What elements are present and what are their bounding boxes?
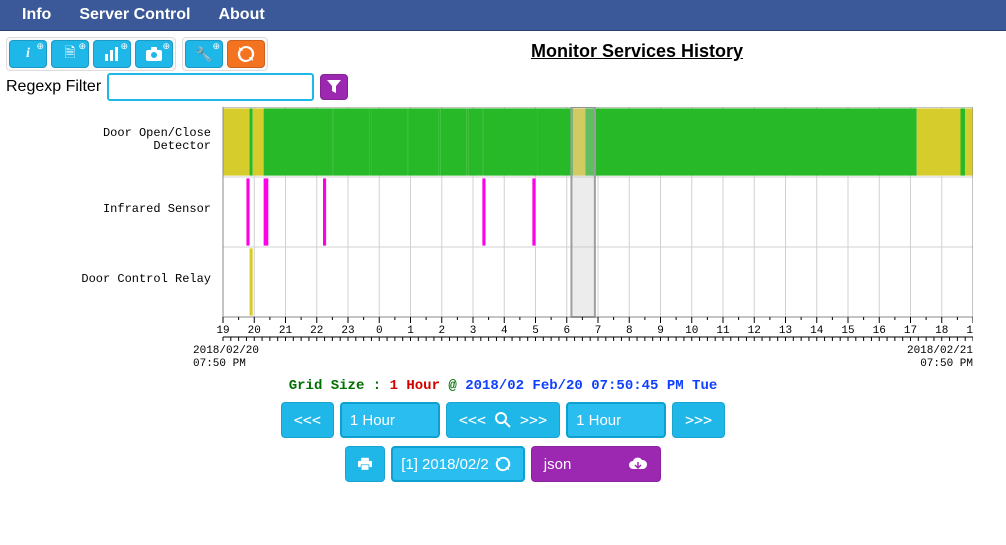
file-select-label: [1] 2018/02/2	[401, 456, 489, 473]
svg-text:20: 20	[248, 325, 261, 337]
filter-label: Regexp Filter	[6, 78, 101, 96]
svg-text:Door Open/Close: Door Open/Close	[103, 126, 211, 140]
export-button[interactable]: json	[531, 446, 661, 482]
svg-text:07:50 PM: 07:50 PM	[920, 358, 973, 370]
svg-text:7: 7	[595, 325, 602, 337]
btn-group-1: i ⊕ 🗎 ⊕ ⊕ ⊕	[6, 37, 176, 71]
svg-text:18: 18	[935, 325, 948, 337]
svg-text:6: 6	[563, 325, 570, 337]
grid-size-value: 1 Hour	[390, 378, 440, 394]
chart-svg: Door Open/CloseDetector Infrared Sensor Do…	[33, 107, 973, 377]
svg-text:11: 11	[716, 325, 730, 337]
svg-text:22: 22	[310, 325, 323, 337]
svg-text:1: 1	[407, 325, 414, 337]
settings-button[interactable]: 🔧 ⊕	[185, 40, 223, 68]
zoom-prev-icon: <<<	[459, 411, 495, 429]
nav-info[interactable]: Info	[8, 4, 65, 26]
grid-size-at: @	[440, 378, 465, 394]
zoom-next-icon: >>>	[511, 411, 547, 429]
svg-text:Door Control Relay: Door Control Relay	[81, 272, 211, 286]
print-icon	[358, 456, 372, 472]
funnel-icon	[327, 80, 341, 94]
plus-icon: ⊕	[78, 41, 86, 52]
svg-text:10: 10	[685, 325, 698, 337]
toolbar-row: i ⊕ 🗎 ⊕ ⊕ ⊕ 🔧 ⊕ Monitor Services History	[0, 31, 1006, 77]
scale-right-select[interactable]: 1 Hour	[566, 402, 666, 438]
nav-about[interactable]: About	[204, 4, 278, 26]
doc-icon: 🗎	[64, 42, 75, 66]
prev-button[interactable]: <<<	[281, 402, 334, 438]
controls-row-2: [1] 2018/02/2 json	[0, 446, 1006, 482]
refresh-icon	[237, 45, 255, 63]
svg-text:15: 15	[841, 325, 854, 337]
search-icon	[495, 412, 511, 428]
cloud-download-icon	[628, 457, 648, 471]
file-select[interactable]: [1] 2018/02/2	[391, 446, 525, 482]
regexp-filter-input[interactable]	[107, 73, 314, 101]
controls-row-1: <<< 1 Hour <<< >>> 1 Hour >>>	[0, 402, 1006, 438]
svg-text:17: 17	[904, 325, 917, 337]
plus-icon: ⊕	[36, 41, 44, 52]
navbar: Info Server Control About	[0, 0, 1006, 31]
chart-button[interactable]: ⊕	[93, 40, 131, 68]
page-title: Monitor Services History	[274, 37, 1000, 62]
svg-text:14: 14	[810, 325, 824, 337]
btn-group-2: 🔧 ⊕	[182, 37, 268, 71]
svg-text:21: 21	[279, 325, 293, 337]
svg-text:19: 19	[966, 325, 973, 337]
svg-text:13: 13	[779, 325, 792, 337]
grid-size-timestamp: 2018/02 Feb/20 07:50:45 PM Tue	[465, 378, 717, 394]
camera-icon	[146, 47, 162, 61]
svg-text:0: 0	[376, 325, 383, 337]
grid-size-line: Grid Size : 1 Hour @ 2018/02 Feb/20 07:5…	[0, 377, 1006, 394]
next-button[interactable]: >>>	[672, 402, 725, 438]
svg-text:2: 2	[438, 325, 445, 337]
camera-button[interactable]: ⊕	[135, 40, 173, 68]
svg-text:8: 8	[626, 325, 633, 337]
svg-text:3: 3	[470, 325, 477, 337]
info-icon: i	[26, 46, 30, 62]
plus-icon: ⊕	[212, 41, 220, 52]
svg-text:23: 23	[341, 325, 354, 337]
refresh-icon	[495, 456, 511, 472]
filter-button[interactable]	[320, 74, 348, 100]
print-button[interactable]	[345, 446, 385, 482]
plus-icon: ⊕	[120, 41, 128, 52]
wrench-icon: 🔧	[195, 46, 212, 63]
filter-row: Regexp Filter	[0, 73, 1006, 107]
svg-text:Infrared Sensor: Infrared Sensor	[103, 202, 211, 216]
plus-icon: ⊕	[162, 41, 170, 52]
scale-left-select[interactable]: 1 Hour	[340, 402, 440, 438]
svg-text:4: 4	[501, 325, 508, 337]
svg-text:07:50 PM: 07:50 PM	[193, 358, 246, 370]
svg-text:19: 19	[216, 325, 229, 337]
refresh-button[interactable]	[227, 40, 265, 68]
zoom-button[interactable]: <<< >>>	[446, 402, 560, 438]
svg-text:Detector: Detector	[153, 139, 211, 153]
bar-chart-icon	[104, 47, 120, 61]
svg-text:12: 12	[748, 325, 761, 337]
svg-text:5: 5	[532, 325, 539, 337]
svg-text:2018/02/21: 2018/02/21	[907, 345, 973, 357]
doc-button[interactable]: 🗎 ⊕	[51, 40, 89, 68]
nav-server-control[interactable]: Server Control	[65, 4, 204, 26]
svg-text:9: 9	[657, 325, 664, 337]
info-button[interactable]: i ⊕	[9, 40, 47, 68]
svg-text:16: 16	[873, 325, 886, 337]
svg-text:2018/02/20: 2018/02/20	[193, 345, 259, 357]
export-format-label: json	[544, 456, 572, 473]
grid-size-prefix: Grid Size :	[289, 378, 390, 394]
timeline-chart: Door Open/CloseDetector Infrared Sensor Do…	[33, 107, 973, 377]
